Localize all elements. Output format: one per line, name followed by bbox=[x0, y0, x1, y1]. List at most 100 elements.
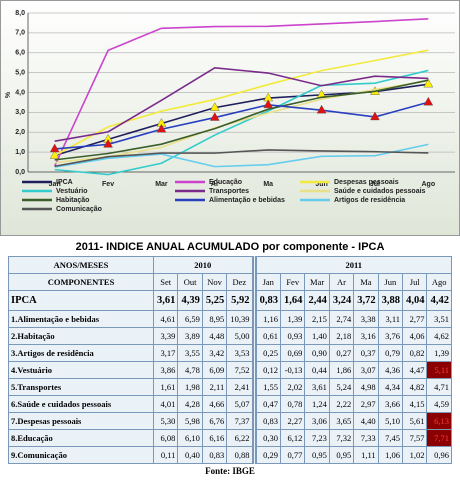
header-cell: Mar bbox=[304, 273, 330, 291]
point-marker bbox=[423, 96, 434, 106]
point-marker bbox=[209, 102, 220, 111]
table-cell: 3,61 bbox=[152, 290, 179, 311]
table-cell: 3,88 bbox=[377, 290, 404, 311]
table-cell: 0,78 bbox=[279, 395, 306, 413]
table-cell: 2,74 bbox=[328, 310, 355, 328]
x-tick-label: Ar bbox=[211, 181, 219, 188]
data-table: ANOS/MESES 2010 2011 COMPONENTES Set Out Nov De… bbox=[8, 256, 452, 464]
point-marker bbox=[209, 112, 220, 121]
x-tick-label: Jun bbox=[315, 181, 327, 188]
point-marker bbox=[316, 104, 327, 114]
table-cell: 7,32 bbox=[328, 429, 355, 447]
y-tick-label: 6,0 bbox=[15, 50, 25, 57]
legend-label: Alimentação e bebidas bbox=[209, 197, 285, 204]
table-cell: 4,04 bbox=[402, 290, 428, 311]
table-cell: 7,71 bbox=[426, 429, 452, 447]
table-cell: 5,61 bbox=[402, 412, 428, 430]
header-cell: Ago bbox=[426, 273, 452, 291]
table-cell: 0,37 bbox=[353, 344, 379, 362]
table-cell: 5,30 bbox=[152, 412, 179, 430]
table-cell: 4,39 bbox=[177, 290, 203, 311]
table-cell: 3,89 bbox=[177, 327, 203, 345]
table-cell: 0,30 bbox=[251, 429, 281, 447]
table-cell: 1,39 bbox=[279, 310, 306, 328]
legend-label: IPCA bbox=[56, 179, 73, 186]
header-cell: ANOS/MESES bbox=[8, 256, 154, 274]
table-cell: 4,34 bbox=[377, 378, 404, 396]
series-line bbox=[54, 143, 429, 168]
series-line bbox=[53, 17, 429, 167]
legend-label: Educação bbox=[209, 179, 242, 186]
table-cell: -0,13 bbox=[279, 361, 306, 379]
table-cell: 3,76 bbox=[377, 327, 404, 345]
table-cell: 3,61 bbox=[304, 378, 330, 396]
header-cell: Jan bbox=[251, 273, 281, 291]
x-tick-label: Mar bbox=[155, 181, 168, 188]
point-marker bbox=[370, 111, 380, 121]
table-cell: 5,11 bbox=[426, 361, 452, 379]
table-cell: 1,86 bbox=[328, 361, 355, 379]
table-cell: 7,52 bbox=[226, 361, 255, 379]
table-cell: 2,27 bbox=[279, 412, 306, 430]
y-axis-label: % bbox=[5, 91, 12, 98]
table-cell: 0,77 bbox=[279, 446, 306, 464]
table-cell: 2,97 bbox=[353, 395, 379, 413]
table-cell: 5,07 bbox=[226, 395, 255, 413]
table-cell: 0,40 bbox=[177, 446, 203, 464]
table-cell: 4,01 bbox=[152, 395, 179, 413]
table-cell: 4,36 bbox=[377, 361, 404, 379]
table-row: 4.Vestuário 3,86 4,78 6,09 7,52 0,12 -0,13 0,44… bbox=[8, 361, 452, 379]
table-cell: 4,71 bbox=[426, 378, 452, 396]
table-cell: 10,39 bbox=[226, 310, 255, 328]
table-cell: 0,93 bbox=[279, 327, 306, 345]
header-cell: Ar bbox=[328, 273, 355, 291]
table-cell: 3,72 bbox=[353, 290, 379, 311]
table-cell: 6,76 bbox=[201, 412, 228, 430]
table-cell: 0,83 bbox=[251, 412, 281, 430]
table-cell: 2.Habitação bbox=[8, 327, 154, 345]
table-cell: 4,40 bbox=[353, 412, 379, 430]
header-cell: Fev bbox=[279, 273, 306, 291]
legend-label: Habitação bbox=[56, 197, 89, 204]
table-cell: 4,48 bbox=[201, 327, 228, 345]
table-cell: 5,98 bbox=[177, 412, 203, 430]
table-cell: 3,39 bbox=[152, 327, 179, 345]
table-cell: 5,10 bbox=[377, 412, 404, 430]
table-cell: 0,12 bbox=[251, 361, 281, 379]
series-line bbox=[54, 101, 429, 150]
table-cell: 0,69 bbox=[279, 344, 306, 362]
table-cell: 0,90 bbox=[304, 344, 330, 362]
x-tick-label: Ma bbox=[263, 181, 273, 188]
x-tick-label: Jan bbox=[49, 181, 61, 188]
table-cell: 0,11 bbox=[152, 446, 179, 464]
table-cell: 4,15 bbox=[402, 395, 428, 413]
table-cell: 0,82 bbox=[402, 344, 428, 362]
table-cell: 1,02 bbox=[402, 446, 428, 464]
table-cell: 3,86 bbox=[152, 361, 179, 379]
chart: % 0,0 1,0 2,0 3,0 4,0 5,0 6,0 7,0 8,0 Jan Fev Mar Ar… bbox=[0, 0, 460, 236]
series-line bbox=[54, 69, 429, 176]
table-cell: 3,65 bbox=[328, 412, 355, 430]
table-row: 5.Transportes 1,61 1,98 2,11 2,41 1,55 2,02 3,6… bbox=[8, 378, 452, 396]
table-cell: 2,77 bbox=[402, 310, 428, 328]
table-cell: 3,16 bbox=[353, 327, 379, 345]
table-cell: 0,95 bbox=[328, 446, 355, 464]
table-cell: 6,16 bbox=[201, 429, 228, 447]
x-tick-label: Fev bbox=[102, 181, 114, 188]
table-cell: 6,10 bbox=[177, 429, 203, 447]
header-cell: Set bbox=[152, 273, 179, 291]
header-cell: Jul bbox=[402, 273, 428, 291]
table-cell: 4,42 bbox=[426, 290, 452, 311]
table-cell: 0,83 bbox=[251, 290, 281, 311]
table-row: 9.Comunicação 0,11 0,40 0,83 0,88 0,29 0,77 0,9… bbox=[8, 446, 452, 464]
table-cell: 4.Vestuário bbox=[8, 361, 154, 379]
series-line bbox=[54, 79, 429, 164]
table-cell: 3,38 bbox=[353, 310, 379, 328]
table-cell: 4,98 bbox=[353, 378, 379, 396]
table-cell: 4,62 bbox=[426, 327, 452, 345]
table-cell: 2,15 bbox=[304, 310, 330, 328]
table-cell: 2,02 bbox=[279, 378, 306, 396]
table-row: 1.Alimentação e bebidas 4,61 6,59 8,95 10,39… bbox=[8, 310, 452, 328]
y-tick-label: 7,0 bbox=[15, 30, 25, 37]
table-cell: 6.Saúde e cuidados pessoais bbox=[8, 395, 154, 413]
